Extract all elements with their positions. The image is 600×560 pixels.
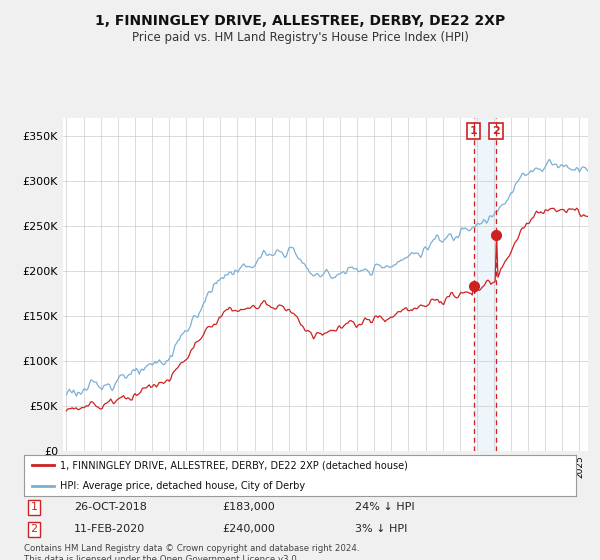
- Text: 1, FINNINGLEY DRIVE, ALLESTREE, DERBY, DE22 2XP: 1, FINNINGLEY DRIVE, ALLESTREE, DERBY, D…: [95, 14, 505, 28]
- Text: Contains HM Land Registry data © Crown copyright and database right 2024.
This d: Contains HM Land Registry data © Crown c…: [24, 544, 359, 560]
- Text: 11-FEB-2020: 11-FEB-2020: [74, 524, 145, 534]
- Text: £183,000: £183,000: [223, 502, 275, 512]
- Text: HPI: Average price, detached house, City of Derby: HPI: Average price, detached house, City…: [60, 480, 305, 491]
- Text: 1: 1: [470, 126, 478, 136]
- Text: 24% ↓ HPI: 24% ↓ HPI: [355, 502, 415, 512]
- Text: £240,000: £240,000: [223, 524, 275, 534]
- Text: Price paid vs. HM Land Registry's House Price Index (HPI): Price paid vs. HM Land Registry's House …: [131, 31, 469, 44]
- Text: 26-OCT-2018: 26-OCT-2018: [74, 502, 146, 512]
- Text: 2: 2: [31, 524, 37, 534]
- Text: 1: 1: [31, 502, 37, 512]
- Text: 3% ↓ HPI: 3% ↓ HPI: [355, 524, 407, 534]
- Bar: [474, 118, 496, 451]
- Text: 2: 2: [492, 126, 500, 136]
- Text: 1, FINNINGLEY DRIVE, ALLESTREE, DERBY, DE22 2XP (detached house): 1, FINNINGLEY DRIVE, ALLESTREE, DERBY, D…: [60, 460, 408, 470]
